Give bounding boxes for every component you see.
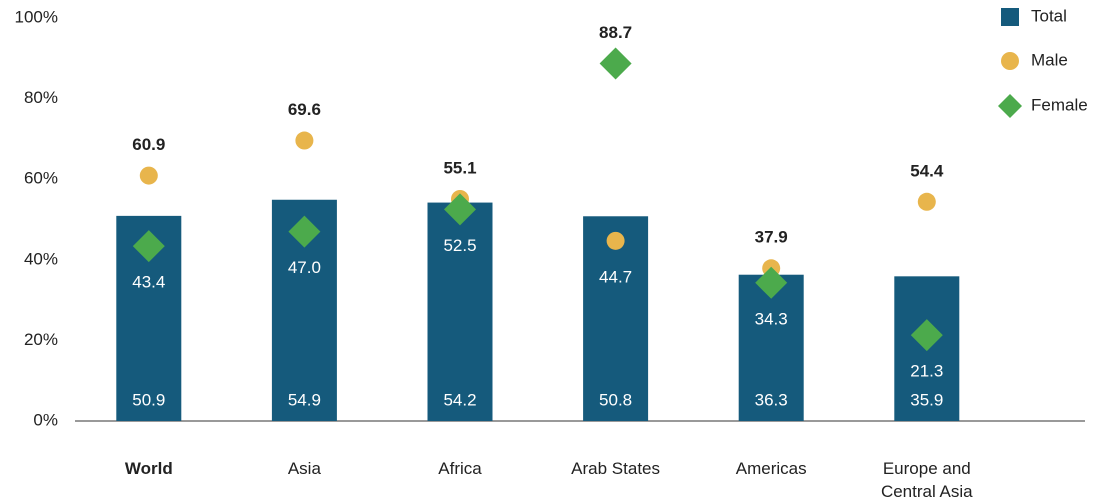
- female-marker: [288, 215, 321, 248]
- value-label: 60.9: [132, 135, 165, 154]
- y-tick-label: 80%: [24, 88, 58, 107]
- value-label: 34.3: [755, 309, 788, 328]
- legend-label: Male: [1031, 50, 1068, 69]
- x-tick-label: World: [124, 459, 173, 478]
- x-tick-label: Asia: [287, 459, 321, 478]
- female-marker: [910, 319, 943, 352]
- male-marker: [295, 131, 314, 150]
- value-label: 55.1: [443, 158, 476, 177]
- value-label: 69.6: [288, 100, 321, 119]
- female-marker: [132, 230, 165, 263]
- value-label: 36.3: [755, 390, 788, 409]
- legend-label: Female: [1031, 95, 1088, 114]
- value-label: 54.9: [288, 390, 321, 409]
- x-tick-label: Arab States: [571, 459, 660, 478]
- male-marker: [917, 192, 936, 211]
- y-tick-label: 0%: [33, 410, 58, 429]
- bar: [738, 274, 804, 421]
- y-tick-label: 20%: [24, 330, 58, 349]
- value-label: 21.3: [910, 362, 943, 381]
- bar: [427, 202, 493, 421]
- value-label: 54.4: [910, 161, 944, 180]
- y-tick-label: 100%: [15, 7, 58, 26]
- legend-swatch: [998, 94, 1022, 118]
- value-label: 50.9: [132, 390, 165, 409]
- female-marker: [755, 266, 788, 299]
- male-marker: [139, 166, 158, 185]
- bar: [583, 216, 649, 421]
- value-label: 88.7: [599, 23, 632, 42]
- value-label: 37.9: [755, 228, 788, 247]
- y-tick-label: 40%: [24, 249, 58, 268]
- legend-swatch: [1001, 52, 1019, 70]
- x-tick-label: Americas: [735, 459, 807, 478]
- value-label: 54.2: [443, 390, 476, 409]
- value-label: 35.9: [910, 390, 943, 409]
- female-marker: [599, 47, 632, 80]
- value-label: 43.4: [132, 273, 165, 292]
- male-marker: [606, 231, 625, 250]
- value-label: 50.8: [599, 390, 632, 409]
- female-marker: [444, 193, 476, 226]
- legend-label: Total: [1031, 6, 1067, 25]
- legend-swatch: [1001, 8, 1019, 26]
- value-label: 47.0: [288, 258, 321, 277]
- value-label: 52.5: [443, 236, 476, 255]
- y-tick-label: 60%: [24, 169, 58, 188]
- x-tick-label: Europe and Central Asia: [880, 459, 973, 501]
- value-label: 44.7: [599, 267, 632, 286]
- x-tick-label: Africa: [438, 459, 482, 478]
